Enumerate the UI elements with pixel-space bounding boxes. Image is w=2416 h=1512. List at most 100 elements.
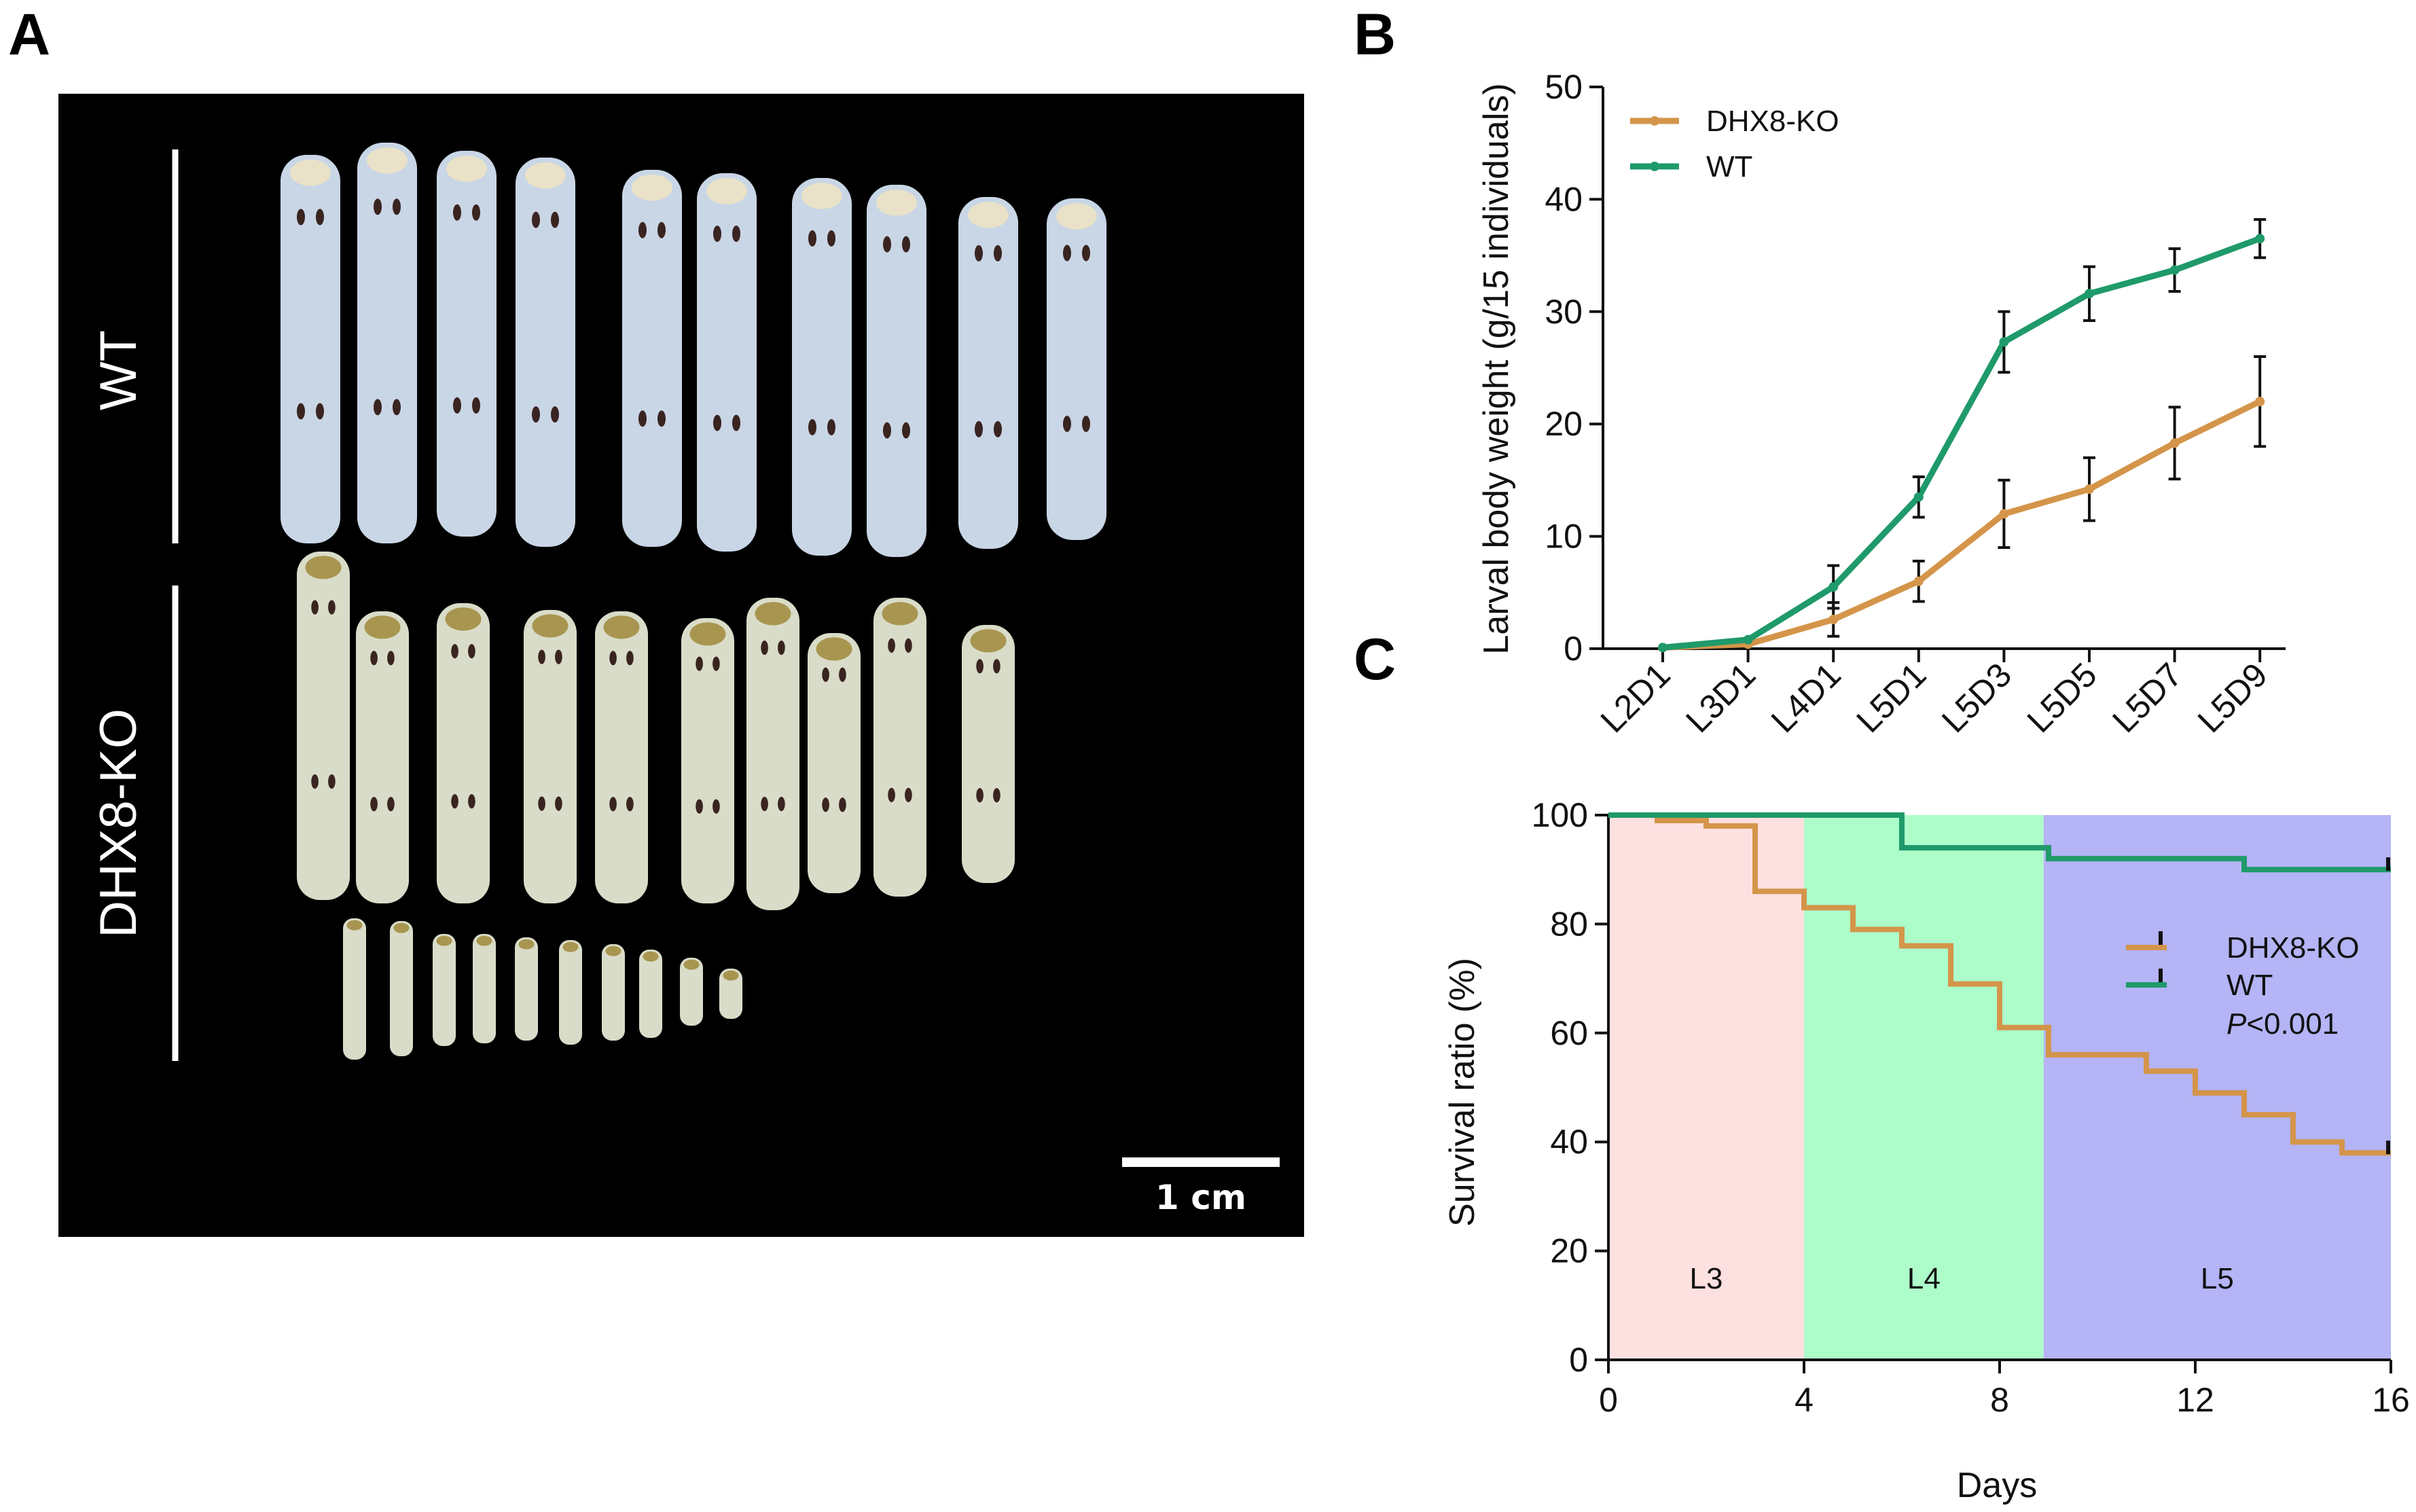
larva-spot	[1063, 245, 1071, 262]
larva-spot	[551, 211, 559, 228]
weight-line-ko	[1662, 399, 2262, 651]
stage-label-l5: L5	[2201, 1262, 2234, 1295]
larva-spot	[555, 649, 562, 664]
weight-point-ko	[2085, 484, 2094, 494]
larva-spot	[472, 204, 480, 221]
survival-y-tick-label: 40	[1550, 1123, 1588, 1161]
larva	[524, 610, 577, 903]
weight-x-tick-label: L5D1	[1849, 655, 1933, 740]
p-value-italic: P	[2226, 1007, 2247, 1041]
panel-c-letter: C	[1354, 627, 1396, 692]
larva-head	[603, 615, 640, 639]
larva-spot	[538, 649, 545, 664]
larva-spot	[609, 651, 617, 666]
legend-ko-label-c: DHX8-KO	[2226, 931, 2360, 965]
weight-y-tick-label: 40	[1545, 180, 1583, 218]
larva-head	[305, 556, 342, 579]
larva-spot	[827, 230, 835, 247]
larva-head	[518, 939, 535, 950]
larva-spot	[311, 600, 319, 615]
weight-y-tick-label: 0	[1564, 630, 1583, 668]
larva-spot	[657, 410, 666, 427]
larva-spot	[638, 221, 647, 238]
larva-spot	[976, 659, 984, 674]
weight-x-tick-label: L5D7	[2105, 655, 2189, 740]
weight-chart: Larval body weight (g/15 individuals) 0 1…	[1477, 68, 2286, 740]
larva	[746, 598, 799, 910]
larva-spot	[822, 667, 829, 682]
larva-spot	[453, 397, 461, 414]
larva-spot	[902, 236, 910, 253]
larva-spot	[713, 656, 720, 671]
legend-wt-label-c: WT	[2226, 969, 2273, 1002]
larva-head	[476, 935, 492, 946]
larva-spot	[626, 651, 634, 666]
p-value-rest: <0.001	[2246, 1007, 2339, 1041]
larva-spot	[451, 644, 458, 659]
weight-x-tick-label: L5D9	[2190, 655, 2275, 740]
larva	[297, 552, 350, 900]
larva	[437, 603, 490, 903]
larva-spot	[883, 422, 891, 439]
larva-spot	[905, 787, 912, 803]
weight-legend: DHX8-KO WT	[1630, 105, 1839, 183]
larva-head	[1056, 203, 1097, 230]
survival-y-axis-label: Survival ratio (%)	[1443, 958, 1482, 1227]
larva	[281, 155, 340, 543]
weight-line-wt	[1662, 236, 2261, 651]
larva-spot	[638, 410, 647, 427]
larva-head	[801, 183, 842, 209]
larva	[808, 633, 861, 893]
larva-spot	[328, 600, 336, 615]
larva-spot	[626, 797, 634, 812]
panel-b-letter: B	[1354, 2, 1396, 67]
stage-band-l5	[2043, 815, 2391, 1360]
larva-spot	[696, 656, 703, 671]
larva-head	[723, 970, 739, 981]
larva	[595, 611, 648, 903]
weight-x-tick-label: L5D3	[1934, 655, 2019, 740]
larva	[516, 158, 575, 547]
larva	[357, 143, 417, 543]
larva-spot	[822, 797, 829, 812]
larva-head	[643, 951, 659, 962]
larva-spot	[827, 418, 835, 435]
larva	[958, 197, 1018, 549]
weight-y-tick-label: 20	[1545, 405, 1583, 443]
larva-spot	[975, 245, 983, 262]
larva-spot	[328, 774, 336, 789]
survival-plot: L3 L4 L5 0 20 40 60 80 100 0 4 8 12 16	[1532, 796, 2410, 1419]
larva-spot	[993, 788, 1000, 803]
larva	[639, 950, 662, 1038]
larva	[962, 625, 1015, 883]
larva-head	[532, 614, 569, 638]
survival-legend: DHX8-KO WT P<0.001	[2126, 931, 2360, 1041]
larva-head	[605, 946, 621, 956]
legend-ko-marker	[1650, 116, 1659, 126]
larva-spot	[609, 797, 617, 812]
larva-spot	[1082, 245, 1090, 262]
larva-spot	[902, 422, 910, 439]
weight-y-tick-label: 30	[1545, 293, 1583, 331]
survival-chart: Survival ratio (%) Days L3 L4 L50204060801…	[1443, 796, 2410, 1505]
larva-head	[290, 160, 331, 186]
larva-head	[683, 959, 700, 970]
stage-band-l3	[1608, 815, 1804, 1360]
larva-spot	[370, 651, 378, 666]
larva	[356, 611, 409, 903]
survival-y-tick-label: 20	[1550, 1232, 1588, 1270]
larva-spot	[316, 403, 324, 420]
larva-spot	[555, 796, 562, 811]
stage-label-l3: L3	[1690, 1262, 1723, 1295]
weight-x-tick-label: L5D5	[2020, 655, 2104, 740]
larva-head	[346, 920, 363, 931]
larva-spot	[976, 788, 984, 803]
larva-spot	[993, 659, 1000, 674]
larva	[473, 934, 496, 1043]
weight-point-wt	[1999, 337, 2009, 347]
larva-head	[689, 622, 726, 646]
larva	[559, 940, 582, 1045]
weight-point-ko	[2169, 438, 2180, 448]
larva-spot	[713, 799, 720, 814]
larvae-group	[281, 143, 1106, 1060]
